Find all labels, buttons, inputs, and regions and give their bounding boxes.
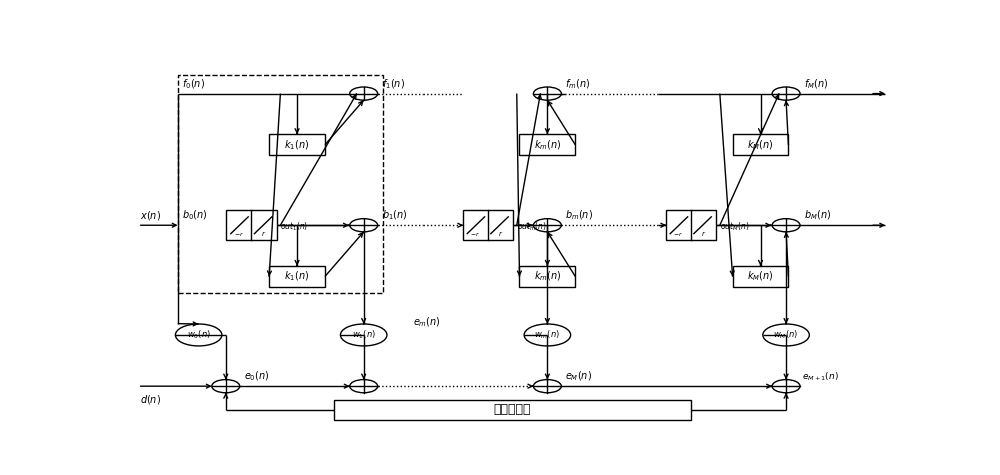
Text: 自适应算法: 自适应算法: [494, 403, 531, 417]
Text: $w_0(n)$: $w_0(n)$: [187, 329, 211, 341]
Text: $k_1(n)$: $k_1(n)$: [284, 138, 310, 152]
Text: $r$: $r$: [701, 229, 706, 238]
Bar: [519, 134, 575, 155]
Text: $r$: $r$: [261, 229, 267, 238]
Text: $k_1(n)$: $k_1(n)$: [284, 270, 310, 283]
Text: $out_M(n)$: $out_M(n)$: [720, 221, 749, 233]
Text: $e_0(n)$: $e_0(n)$: [244, 370, 269, 383]
Bar: [269, 266, 325, 287]
Circle shape: [763, 324, 809, 346]
Text: $b_0(n)$: $b_0(n)$: [182, 209, 207, 222]
Text: $-r$: $-r$: [673, 230, 683, 238]
Circle shape: [524, 324, 571, 346]
Text: $f_0(n)$: $f_0(n)$: [182, 77, 205, 91]
Text: $-r$: $-r$: [470, 230, 480, 238]
Text: $out_m(n)$: $out_m(n)$: [517, 221, 547, 233]
Text: $k_m(n)$: $k_m(n)$: [534, 270, 561, 283]
Text: $k_M(n)$: $k_M(n)$: [747, 138, 774, 152]
Text: $r$: $r$: [498, 229, 503, 238]
Bar: [519, 266, 575, 287]
Bar: [178, 76, 383, 293]
Circle shape: [175, 324, 222, 346]
Bar: [269, 134, 325, 155]
Text: $b_M(n)$: $b_M(n)$: [804, 209, 831, 222]
Text: $k_M(n)$: $k_M(n)$: [747, 270, 774, 283]
Bar: [226, 210, 277, 240]
Text: $d(n)$: $d(n)$: [140, 393, 162, 406]
Text: $k_m(n)$: $k_m(n)$: [534, 138, 561, 152]
Text: $b_m(n)$: $b_m(n)$: [565, 209, 593, 222]
Text: $x(n)$: $x(n)$: [140, 209, 161, 221]
Text: $w_1(n)$: $w_1(n)$: [352, 329, 376, 341]
Text: $w_m(n)$: $w_m(n)$: [534, 329, 560, 341]
Text: $f_1(n)$: $f_1(n)$: [382, 77, 405, 91]
Text: $e_M(n)$: $e_M(n)$: [565, 370, 592, 383]
Text: $f_m(n)$: $f_m(n)$: [565, 77, 590, 91]
Text: $f_M(n)$: $f_M(n)$: [804, 77, 828, 91]
Text: $-r$: $-r$: [234, 230, 244, 238]
Bar: [334, 400, 691, 420]
Bar: [463, 210, 513, 240]
Text: $out_1(n)$: $out_1(n)$: [280, 221, 309, 233]
Bar: [733, 266, 788, 287]
Text: $w_M(n)$: $w_M(n)$: [773, 329, 799, 341]
Bar: [733, 134, 788, 155]
Text: $e_m(n)$: $e_m(n)$: [413, 316, 441, 330]
Bar: [666, 210, 716, 240]
Circle shape: [340, 324, 387, 346]
Text: $e_{M+1}(n)$: $e_{M+1}(n)$: [802, 371, 839, 383]
Text: $b_1(n)$: $b_1(n)$: [382, 209, 407, 222]
